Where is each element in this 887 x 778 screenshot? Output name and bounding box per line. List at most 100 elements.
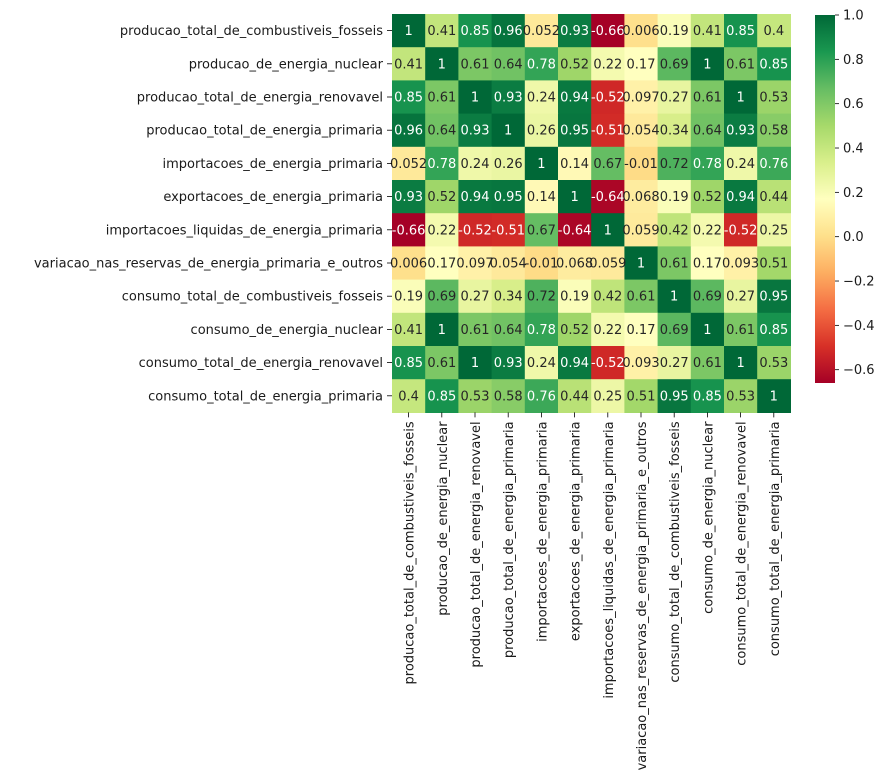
heatmap-cell xyxy=(591,180,625,214)
cell-value-label: 0.22 xyxy=(693,223,722,238)
cell-value-label: 0.097 xyxy=(456,257,493,272)
cell-value-label: 0.22 xyxy=(593,57,622,72)
cell-value-label: -0.66 xyxy=(591,24,625,39)
heatmap-cell xyxy=(558,346,592,380)
cell-value-label: 0.61 xyxy=(726,323,755,338)
heatmap-cell xyxy=(425,246,459,281)
y-tick-label: variacao_nas_reservas_de_energia_primari… xyxy=(34,257,383,272)
heatmap-cell xyxy=(558,213,592,247)
heatmap-cell xyxy=(392,113,426,148)
heatmap-cell xyxy=(757,180,791,214)
cell-value-label: -0.66 xyxy=(392,223,426,238)
cell-value-label: 0.097 xyxy=(622,91,659,106)
heatmap-cell xyxy=(624,180,659,214)
heatmap-cell xyxy=(624,80,659,115)
cell-value-label: 0.054 xyxy=(622,124,659,139)
heatmap-cell xyxy=(491,346,526,380)
heatmap-cell xyxy=(491,379,526,413)
heatmap-cell xyxy=(558,379,592,413)
x-tick-label: consumo_total_de_combustiveis_fosseis xyxy=(668,421,683,682)
heatmap-cell xyxy=(757,346,791,380)
cell-value-label: 0.27 xyxy=(461,290,490,305)
heatmap-cell xyxy=(425,213,459,247)
y-tick-label: producao_total_de_combustiveis_fosseis xyxy=(120,24,383,39)
heatmap-cell xyxy=(491,146,526,181)
cell-value-label: 0.85 xyxy=(394,91,423,106)
heatmap-cell xyxy=(458,146,493,181)
heatmap-cell xyxy=(524,14,559,48)
cell-value-label: 0.34 xyxy=(494,290,523,305)
heatmap-cell xyxy=(657,180,692,214)
x-tick-label: consumo_total_de_energia_primaria xyxy=(768,421,783,656)
heatmap-cell xyxy=(657,113,692,148)
cell-value-label: 0.85 xyxy=(461,24,490,39)
heatmap-cell xyxy=(657,312,692,347)
cell-value-label: 0.61 xyxy=(726,57,755,72)
cell-value-label: 0.22 xyxy=(593,323,622,338)
heatmap-cell xyxy=(690,146,725,181)
cell-value-label: 0.41 xyxy=(693,24,722,39)
heatmap-cell xyxy=(624,379,659,413)
heatmap-cell xyxy=(591,14,625,48)
cell-value-label: 0.69 xyxy=(660,323,689,338)
heatmap-cell xyxy=(425,180,459,214)
cell-value-label: 0.64 xyxy=(494,323,523,338)
y-tick-label: importacoes_de_energia_primaria xyxy=(163,157,383,172)
heatmap-cell xyxy=(491,213,526,247)
heatmap-cell xyxy=(657,146,692,181)
cell-value-label: 0.41 xyxy=(394,57,423,72)
cell-value-label: 0.52 xyxy=(427,190,456,205)
heatmap-cell xyxy=(624,346,659,380)
heatmap-cell xyxy=(624,14,659,48)
heatmap-cell xyxy=(724,146,758,181)
heatmap-cell xyxy=(591,47,625,81)
heatmap-cell xyxy=(491,279,526,314)
heatmap-cell xyxy=(491,47,526,81)
cell-value-label: 0.52 xyxy=(560,323,589,338)
y-tick-label: consumo_total_de_combustiveis_fosseis xyxy=(122,290,383,305)
heatmap-cell xyxy=(392,379,426,413)
cell-value-label: 0.93 xyxy=(461,124,490,139)
cell-value-label: 0.17 xyxy=(427,257,456,272)
cell-value-label: 0.41 xyxy=(394,323,423,338)
heatmap-cell xyxy=(558,113,592,148)
x-tick-label: producao_total_de_energia_renovavel xyxy=(469,421,484,667)
cell-value-label: 0.78 xyxy=(527,323,556,338)
cell-value-label: 0.25 xyxy=(759,223,788,238)
heatmap-cell xyxy=(624,113,659,148)
cell-value-label: 1 xyxy=(670,290,678,305)
x-tick-label: consumo_de_energia_nuclear xyxy=(701,421,716,614)
colorbar-tick-label: 0.6 xyxy=(843,97,864,112)
cell-value-label: 0.52 xyxy=(693,190,722,205)
cell-value-label: 0.17 xyxy=(627,323,656,338)
heatmap-cell xyxy=(724,379,758,413)
cell-value-label: 0.58 xyxy=(494,389,523,404)
cell-value-label: 0.052 xyxy=(390,157,427,172)
heatmap-cell xyxy=(558,246,592,281)
heatmap-cell xyxy=(491,113,526,148)
cell-value-label: 0.94 xyxy=(560,91,589,106)
heatmap-cell xyxy=(392,180,426,214)
cell-value-label: -0.01 xyxy=(624,157,658,172)
cell-value-label: -0.52 xyxy=(724,223,758,238)
y-tick-label: producao_de_energia_nuclear xyxy=(189,57,384,72)
colorbar: 1.0 0.8 0.6 0.4 0.2 0.0 −0.2 −0.4 −0.6 xyxy=(815,9,875,383)
heatmap-cell xyxy=(690,213,725,247)
cell-value-label: 0.95 xyxy=(560,124,589,139)
cell-value-label: 0.17 xyxy=(693,257,722,272)
cell-value-label: 0.64 xyxy=(693,124,722,139)
heatmap-cell xyxy=(690,312,725,347)
cell-value-label: 0.42 xyxy=(660,223,689,238)
heatmap-cell xyxy=(724,213,758,247)
heatmap-cell xyxy=(458,379,493,413)
cell-value-label: 0.19 xyxy=(660,24,689,39)
cell-value-label: 0.27 xyxy=(726,290,755,305)
heatmap-cell xyxy=(657,213,692,247)
cell-value-label: 0.53 xyxy=(461,389,490,404)
colorbar-gradient xyxy=(815,15,835,383)
cell-value-label: 0.61 xyxy=(461,57,490,72)
heatmap-cell xyxy=(491,312,526,347)
heatmap-cell xyxy=(558,312,592,347)
heatmap-cell xyxy=(624,312,659,347)
